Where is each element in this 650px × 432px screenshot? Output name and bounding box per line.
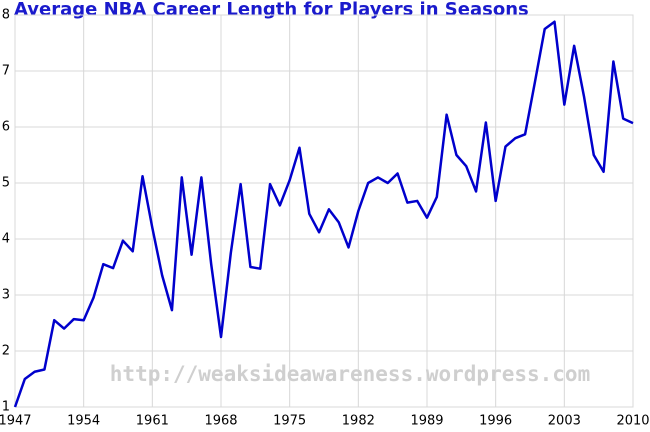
data-line <box>13 20 634 408</box>
x-tick-label: 1954 <box>67 414 100 429</box>
x-tick-label: 1968 <box>204 414 237 429</box>
y-tick-label: 8 <box>2 8 10 23</box>
y-tick-label: 2 <box>2 344 10 359</box>
chart-title: Average NBA Career Length for Players in… <box>14 0 529 20</box>
y-tick-label: 4 <box>2 232 10 247</box>
x-tick-label: 1996 <box>479 414 512 429</box>
x-tick-label: 2003 <box>548 414 581 429</box>
plot-area <box>14 14 634 408</box>
y-tick-label: 1 <box>2 400 10 415</box>
y-tick-label: 6 <box>2 120 10 135</box>
x-tick-label: 1947 <box>0 414 32 429</box>
y-tick-label: 3 <box>2 288 10 303</box>
x-tick-label: 1982 <box>342 414 375 429</box>
x-tick-label: 1989 <box>410 414 443 429</box>
y-tick-label: 5 <box>2 176 10 191</box>
y-tick-label: 7 <box>2 64 10 79</box>
x-tick-label: 2010 <box>616 414 649 429</box>
watermark: http://weaksideawareness.wordpress.com <box>110 362 590 386</box>
x-tick-label: 1961 <box>136 414 169 429</box>
x-tick-label: 1975 <box>273 414 306 429</box>
